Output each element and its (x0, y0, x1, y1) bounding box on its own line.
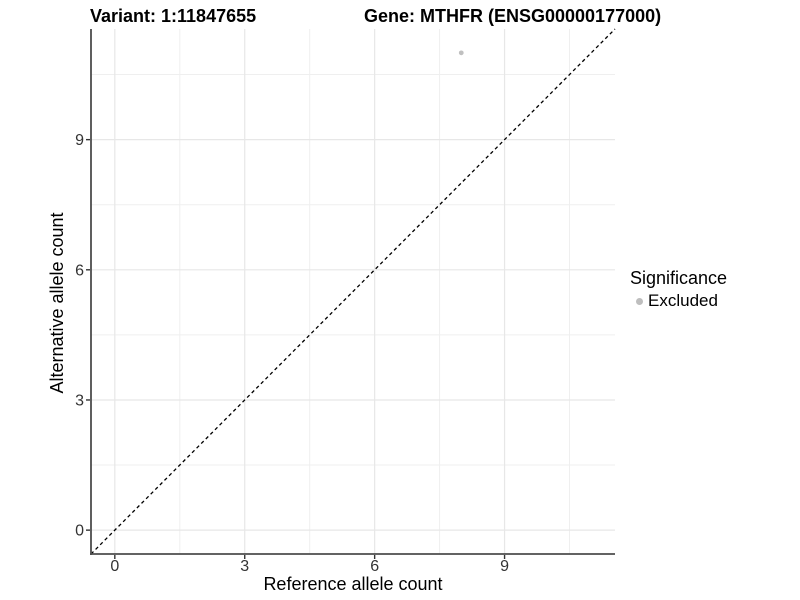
y-tick-label: 9 (75, 132, 84, 149)
x-tick-label: 9 (500, 558, 509, 575)
x-tick-label: 6 (370, 558, 379, 575)
y-tick-label: 3 (75, 392, 84, 409)
y-axis-title: Alternative allele count (47, 212, 67, 393)
identity-line (90, 28, 616, 555)
legend-item-excluded: Excluded (630, 291, 727, 311)
legend-title: Significance (630, 268, 728, 288)
x-tick-label: 3 (240, 558, 249, 575)
data-point (458, 50, 464, 56)
x-axis-title: Reference allele count (263, 574, 442, 594)
x-tick-label: 0 (110, 558, 119, 575)
legend-marker-dot (636, 297, 643, 305)
plot-title-variant: Variant: 1:11847655 (90, 6, 257, 26)
legend-item-label: Excluded (648, 291, 718, 310)
plot-title-gene: Gene: MTHFR (ENSG00000177000) (364, 6, 662, 26)
y-tick-label: 6 (75, 262, 84, 279)
y-tick-label: 0 (75, 523, 84, 540)
legend: Significance Excluded (630, 267, 727, 311)
